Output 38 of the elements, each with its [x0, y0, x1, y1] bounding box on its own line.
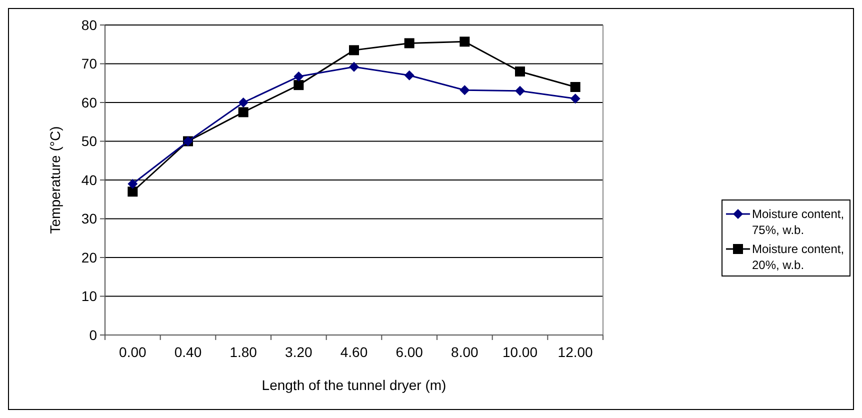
x-tick-label: 3.20 [285, 344, 313, 360]
point [460, 36, 470, 47]
point [460, 85, 470, 96]
point [570, 82, 580, 92]
y-tick-label: 10 [81, 288, 98, 304]
point [570, 94, 580, 104]
x-tick-label: 10.00 [502, 344, 538, 360]
y-tick-label: 0 [89, 326, 98, 343]
y-tick-label: 30 [81, 210, 98, 227]
point [404, 38, 414, 48]
point [294, 80, 304, 90]
x-tick-label: 0.00 [119, 344, 147, 360]
point [238, 107, 248, 118]
point [515, 66, 525, 76]
point [404, 70, 414, 80]
legend-label: Moisture content, 20%, w.b. [752, 242, 844, 272]
point [128, 186, 138, 197]
y-tick-label: 60 [81, 94, 98, 110]
y-tick-label: 40 [81, 172, 98, 188]
point [349, 45, 359, 56]
x-tick-label: 1.80 [230, 344, 258, 360]
y-tick-label: 20 [81, 249, 98, 266]
legend-label: Moisture content, 75%, w.b. [752, 207, 844, 238]
x-tick-label: 8.00 [451, 344, 479, 360]
y-tick-label: 70 [81, 56, 98, 72]
x-tick-label: 12.00 [558, 344, 594, 360]
point [294, 72, 304, 82]
x-axis-title: Length of the tunnel dryer (m) [262, 377, 446, 393]
point [238, 98, 248, 108]
point [349, 62, 359, 72]
y-tick-label: 50 [81, 133, 98, 150]
y-tick-label: 80 [81, 16, 98, 33]
x-tick-label: 6.00 [396, 344, 424, 360]
point [515, 86, 525, 96]
y-axis-title: Temperature (°C) [47, 126, 63, 234]
x-tick-label: 0.40 [174, 344, 202, 360]
x-tick-label: 4.60 [340, 344, 368, 360]
point [128, 178, 138, 189]
